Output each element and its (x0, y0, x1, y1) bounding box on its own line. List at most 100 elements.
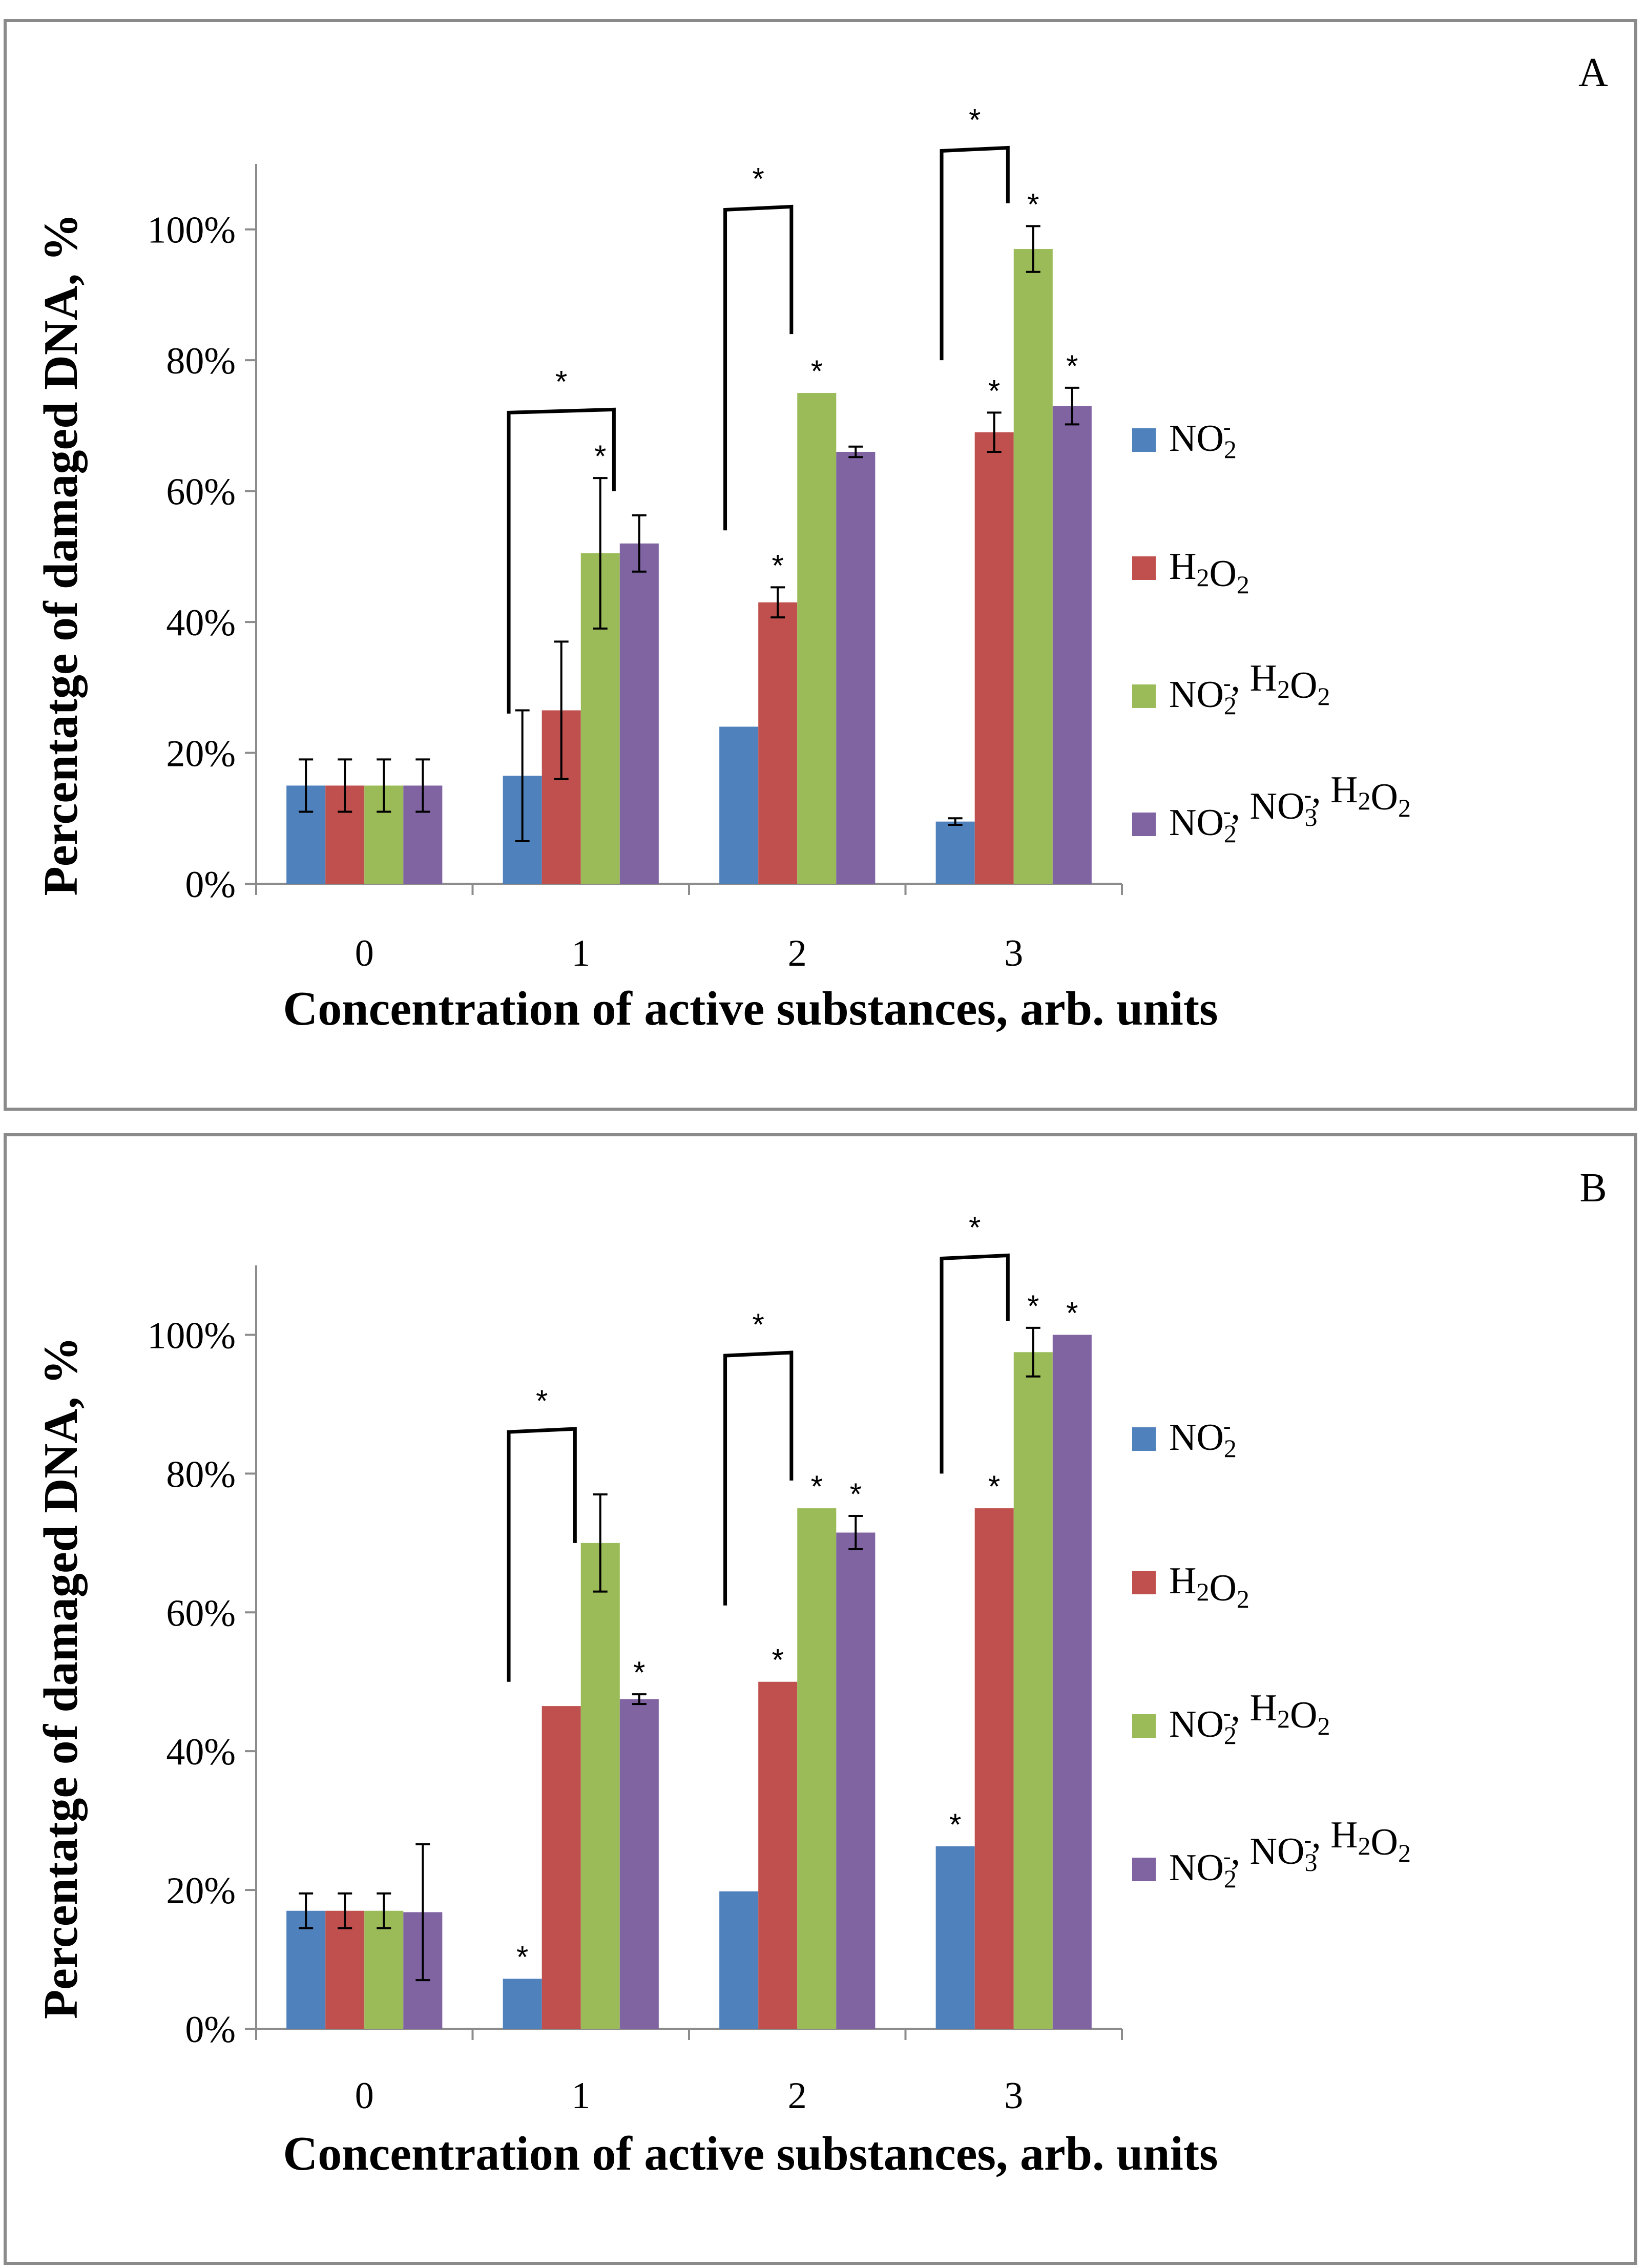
significance-star: * (850, 1477, 862, 1511)
bar (797, 1508, 837, 2029)
legend-swatch (1132, 813, 1156, 836)
bar (1013, 1352, 1053, 2029)
bracket-star: * (969, 102, 981, 137)
legend-item: NO2- (1132, 414, 1237, 464)
x-tick-label: 1 (571, 932, 590, 974)
bar (503, 1979, 542, 2029)
legend-swatch (1132, 428, 1156, 452)
bar (935, 821, 975, 884)
legend-label: NO2-, NO3-, H2O2 (1169, 1814, 1411, 1893)
legend-swatch (1132, 684, 1156, 708)
x-tick-label: 2 (788, 932, 807, 974)
y-tick-label: 0% (185, 2009, 236, 2051)
legend-item: NO2- (1132, 1413, 1237, 1463)
bar (541, 1706, 581, 2029)
bar (719, 1891, 759, 2029)
significance-star: * (772, 548, 784, 582)
legend-swatch (1132, 1714, 1156, 1738)
x-tick-label: 3 (1004, 2075, 1023, 2117)
legend-label: NO2-, H2O2 (1169, 657, 1330, 720)
x-axis-title: Concentration of active substances, arb.… (283, 2127, 1218, 2180)
significance-star: * (1066, 1296, 1078, 1330)
bar (719, 726, 759, 884)
x-tick-label: 1 (571, 2075, 590, 2117)
y-tick-label: 40% (166, 1731, 236, 1773)
y-tick-label: 60% (166, 1592, 236, 1634)
x-axis-title: Concentration of active substances, arb.… (283, 982, 1218, 1035)
legend-label: H2O2 (1169, 1560, 1249, 1613)
y-axis-title: Percentatge of damaged DNA, % (34, 1337, 88, 2019)
significance-star: * (811, 1469, 823, 1504)
significance-star: * (988, 1469, 1000, 1504)
significance-star: * (1066, 349, 1078, 383)
significance-bracket (507, 407, 616, 714)
significance-star: * (1027, 187, 1039, 221)
bar (364, 1910, 404, 2029)
legend-swatch (1132, 556, 1156, 580)
bar (974, 1508, 1014, 2029)
significance-bracket (507, 1427, 577, 1682)
bar (580, 1543, 620, 2029)
bar (1013, 249, 1053, 884)
significance-bracket (940, 145, 1010, 361)
legend-label: NO2- (1169, 414, 1237, 464)
bar (1052, 1335, 1092, 2029)
significance-bracket (723, 1350, 794, 1606)
panel-a: A 0% 20% 40% 60% 80% 100% 0 1 2 3 * * * * * * * * * Concentr… (4, 19, 1637, 1111)
y-tick-label: 20% (166, 733, 236, 775)
bar (836, 452, 876, 884)
legend-swatch (1132, 1858, 1156, 1881)
bracket-star: * (753, 1307, 764, 1342)
legend-item: H2O2 (1132, 1560, 1249, 1613)
panel-letter: A (1578, 50, 1608, 95)
y-tick-label: 100% (147, 210, 236, 252)
bar (286, 1910, 326, 2029)
bar (619, 543, 659, 884)
legend-item: NO2-, NO3-, H2O2 (1132, 769, 1411, 848)
legend-swatch (1132, 1427, 1156, 1451)
bar (974, 432, 1014, 884)
significance-bracket (940, 1253, 1010, 1474)
panel-letter: B (1579, 1166, 1607, 1211)
legend-item: H2O2 (1132, 546, 1249, 599)
legend-item: NO2-, NO3-, H2O2 (1132, 1814, 1411, 1893)
significance-star: * (949, 1807, 961, 1842)
significance-star: * (633, 1655, 645, 1690)
legend-swatch (1132, 1571, 1156, 1594)
legend-label: NO2-, H2O2 (1169, 1687, 1330, 1750)
legend-label: NO2- (1169, 1413, 1237, 1463)
x-tick-label: 3 (1004, 932, 1023, 974)
bracket-star: * (536, 1384, 548, 1418)
significance-star: * (516, 1940, 528, 1974)
x-tick-label: 0 (355, 932, 374, 974)
y-tick-label: 100% (147, 1315, 236, 1357)
legend-label: NO2-, NO3-, H2O2 (1169, 769, 1411, 848)
significance-star: * (811, 354, 823, 388)
bracket-star: * (753, 161, 764, 196)
panel-b: B 0% 20% 40% 60% 80% 100% 0 1 2 3 * * * * * * * * * * * * Conce… (4, 1133, 1637, 2265)
bar (797, 393, 837, 884)
legend-item: NO2-, H2O2 (1132, 1687, 1330, 1750)
bar (935, 1846, 975, 2029)
y-tick-label: 80% (166, 1453, 236, 1495)
legend-item: NO2-, H2O2 (1132, 657, 1330, 720)
y-tick-label: 20% (166, 1870, 236, 1912)
bar (836, 1532, 876, 2029)
x-tick-label: 0 (355, 2075, 374, 2117)
legend-label: H2O2 (1169, 546, 1249, 599)
y-tick-label: 0% (185, 864, 236, 906)
bar (619, 1699, 659, 2029)
bracket-star: * (555, 364, 567, 399)
y-tick-label: 80% (166, 340, 236, 382)
bracket-star: * (969, 1210, 981, 1244)
bar (325, 1910, 365, 2029)
significance-star: * (594, 439, 606, 473)
significance-star: * (988, 373, 1000, 408)
significance-bracket (723, 204, 794, 531)
y-tick-label: 40% (166, 602, 236, 644)
bar (758, 602, 798, 884)
y-tick-label: 60% (166, 471, 236, 513)
x-tick-label: 2 (788, 2075, 807, 2117)
bar (758, 1681, 798, 2029)
